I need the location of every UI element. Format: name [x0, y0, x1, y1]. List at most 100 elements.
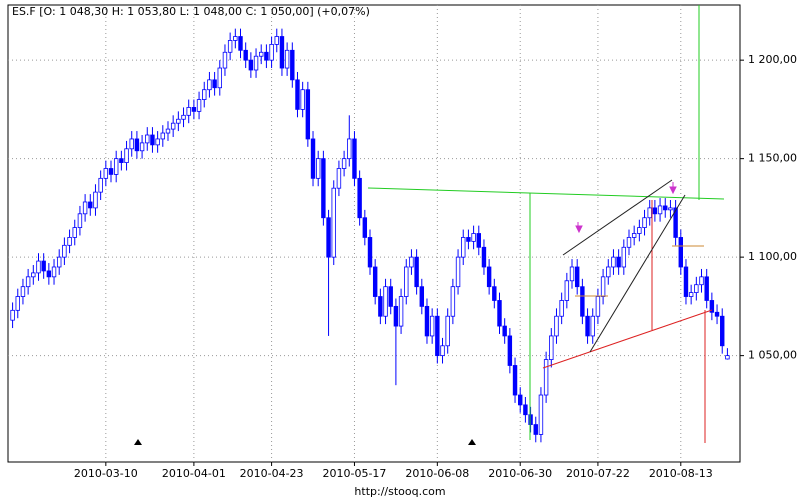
- candle-body: [269, 43, 274, 61]
- candle-body: [326, 217, 331, 258]
- candle-body: [155, 138, 160, 146]
- candle-body: [450, 286, 456, 317]
- y-tick-label: 1 050,00: [748, 349, 797, 362]
- candle-body: [217, 67, 222, 89]
- candle-body: [409, 256, 414, 268]
- candle-body: [310, 138, 316, 179]
- candle-body: [445, 315, 450, 347]
- marks: [8, 5, 740, 462]
- candle-body: [279, 36, 285, 69]
- candle-body: [62, 244, 67, 258]
- candle-body: [207, 79, 212, 91]
- candle-body: [139, 142, 145, 152]
- candle-body: [461, 237, 466, 258]
- candle-body: [352, 138, 357, 179]
- candle-body: [170, 122, 176, 130]
- candle-body: [580, 286, 585, 317]
- candle-body: [435, 315, 440, 357]
- candle-body: [388, 286, 393, 307]
- candle-body: [455, 256, 461, 288]
- candle-body: [284, 49, 290, 69]
- candle-body: [564, 280, 570, 301]
- candle-body: [321, 158, 326, 219]
- candle-body: [150, 134, 155, 146]
- candle-body: [549, 335, 554, 360]
- candle-body: [233, 36, 238, 41]
- candle-body: [274, 36, 279, 45]
- candle-body: [36, 260, 41, 274]
- candle-body: [523, 404, 528, 416]
- candle-body: [683, 266, 689, 297]
- chart-title: ES.F [O: 1 048,30 H: 1 053,80 L: 1 048,0…: [12, 5, 370, 18]
- candle-body: [372, 266, 378, 297]
- candle-body: [512, 365, 518, 396]
- candle-body: [497, 300, 502, 327]
- marker: [134, 439, 142, 445]
- candle-body: [212, 79, 217, 89]
- candle-body: [538, 394, 544, 435]
- candle-body: [502, 325, 507, 337]
- candle-body: [378, 296, 383, 317]
- candle-body: [315, 158, 321, 179]
- candle-body: [647, 207, 652, 219]
- candle-body: [652, 207, 658, 215]
- candle-body: [181, 114, 186, 120]
- candle-body: [414, 256, 419, 288]
- candle-body: [528, 414, 533, 425]
- candle-body: [533, 424, 538, 435]
- arrow: [575, 222, 583, 234]
- candle-body: [191, 107, 197, 112]
- candle-body: [300, 89, 305, 110]
- candle-body: [657, 205, 663, 215]
- marker: [468, 439, 476, 445]
- x-tick-label: 2010-04-01: [162, 467, 226, 480]
- candle-body: [419, 286, 425, 307]
- candle-body: [600, 276, 606, 297]
- x-tick-label: 2010-08-13: [649, 467, 713, 480]
- x-tick-label: 2010-05-17: [322, 467, 386, 480]
- candle-body: [383, 286, 388, 317]
- candle-body: [595, 296, 601, 317]
- candle-body: [574, 266, 580, 288]
- x-tick-label: 2010-03-10: [74, 467, 138, 480]
- candle-body: [227, 40, 233, 53]
- candle-body: [637, 227, 642, 234]
- candle-body: [259, 51, 264, 57]
- candle-body: [10, 309, 15, 321]
- candle-body: [98, 177, 103, 193]
- x-tick-label: 2010-04-23: [240, 467, 304, 480]
- candle-body: [119, 158, 124, 163]
- candle-body: [15, 296, 20, 311]
- candle-body: [186, 107, 191, 116]
- annotations: [134, 5, 725, 445]
- trend-line: [589, 194, 686, 353]
- candle-body: [290, 49, 295, 81]
- plot-frame: [7, 4, 741, 463]
- candle-body: [481, 246, 487, 268]
- candle-body: [585, 315, 590, 337]
- candle-body: [31, 272, 36, 278]
- candle-body: [424, 305, 430, 337]
- candle-body: [362, 217, 368, 238]
- candle-body: [93, 191, 98, 209]
- candle-body: [341, 158, 347, 169]
- candle-body: [51, 266, 57, 278]
- candle-body: [663, 205, 668, 211]
- candle-body: [88, 201, 93, 209]
- footer: http://stooq.com: [354, 485, 445, 498]
- candle-body: [82, 201, 88, 215]
- candle-body: [103, 168, 109, 179]
- candle-body: [429, 315, 435, 337]
- candle-body: [336, 168, 342, 189]
- candle-body: [518, 394, 523, 406]
- y-tick-label: 1 200,00: [748, 53, 797, 66]
- candle-body: [699, 276, 704, 286]
- candle-body: [688, 292, 694, 297]
- candle-body: [404, 266, 409, 297]
- candle-body: [704, 276, 709, 301]
- candle-body: [606, 266, 611, 278]
- y-tick-label: 1 100,00: [748, 250, 797, 263]
- candle-body: [160, 132, 166, 140]
- candle-body: [486, 266, 492, 288]
